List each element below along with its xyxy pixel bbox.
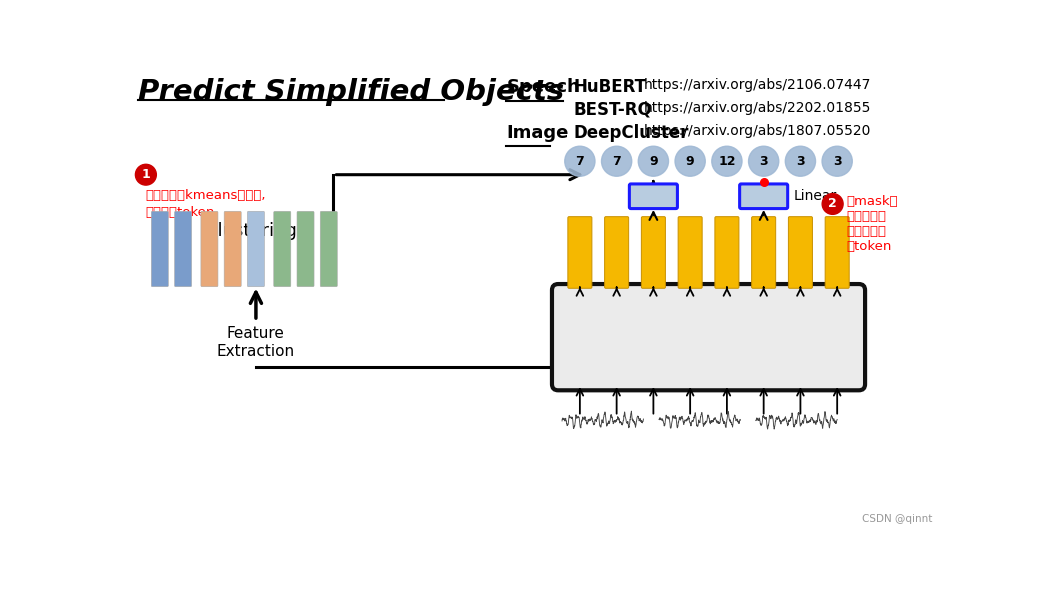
FancyBboxPatch shape [739,184,787,209]
Circle shape [749,146,779,176]
Circle shape [675,146,705,176]
Text: CSDN @qinnt: CSDN @qinnt [863,514,932,524]
Text: 9: 9 [649,155,658,167]
Text: 7: 7 [612,155,621,167]
Text: 12: 12 [719,155,735,167]
FancyBboxPatch shape [629,184,677,209]
Text: 变成一堆token: 变成一堆token [146,206,215,219]
FancyBboxPatch shape [752,217,776,288]
FancyBboxPatch shape [789,217,812,288]
Text: https://arxiv.org/abs/2202.01855: https://arxiv.org/abs/2202.01855 [644,101,871,115]
FancyBboxPatch shape [678,217,702,288]
Text: 2: 2 [828,197,838,210]
Text: Feature
Extraction: Feature Extraction [217,327,295,359]
Text: DeepCluster: DeepCluster [574,124,689,142]
Text: 3: 3 [833,155,842,167]
FancyBboxPatch shape [714,217,738,288]
Text: 3: 3 [796,155,805,167]
FancyBboxPatch shape [297,211,314,287]
Text: https://arxiv.org/abs/2106.07447: https://arxiv.org/abs/2106.07447 [644,77,871,92]
FancyBboxPatch shape [552,284,865,390]
Text: https://arxiv.org/abs/1807.05520: https://arxiv.org/abs/1807.05520 [644,124,871,138]
FancyBboxPatch shape [825,217,849,288]
FancyBboxPatch shape [201,211,218,287]
Text: Speech: Speech [506,77,580,96]
Circle shape [822,146,852,176]
Circle shape [602,146,632,176]
FancyBboxPatch shape [605,217,629,288]
FancyBboxPatch shape [567,217,591,288]
Text: Predict Simplified Objects: Predict Simplified Objects [138,77,564,105]
Text: 3: 3 [759,155,768,167]
Circle shape [711,146,742,176]
Text: 9: 9 [686,155,695,167]
Circle shape [564,146,595,176]
FancyBboxPatch shape [247,211,265,287]
FancyBboxPatch shape [641,217,665,288]
Circle shape [785,146,816,176]
Text: BEST-RQ: BEST-RQ [574,101,653,119]
FancyBboxPatch shape [320,211,337,287]
FancyBboxPatch shape [224,211,241,287]
Text: 7: 7 [576,155,584,167]
Text: Image: Image [506,124,568,142]
Text: Clustering: Clustering [204,222,296,240]
Circle shape [822,194,843,215]
Circle shape [638,146,669,176]
Text: HuBERT: HuBERT [574,77,647,96]
FancyBboxPatch shape [174,211,192,287]
FancyBboxPatch shape [273,211,291,287]
Text: Linear: Linear [794,190,838,203]
Circle shape [136,164,156,185]
Text: 1: 1 [142,168,150,181]
Text: 对向量进行kmeans离散化,: 对向量进行kmeans离散化, [146,188,266,201]
Text: 将mask后
的声音讯号
输出成对应
的token: 将mask后 的声音讯号 输出成对应 的token [847,195,898,253]
FancyBboxPatch shape [151,211,168,287]
